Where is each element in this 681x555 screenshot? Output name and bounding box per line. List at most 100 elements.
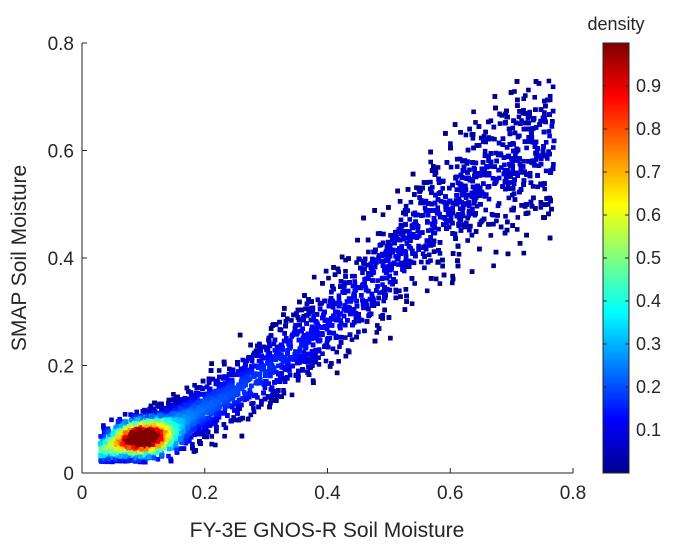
scatter-point <box>448 164 454 170</box>
scatter-point <box>527 109 532 115</box>
scatter-point <box>510 167 515 172</box>
scatter-point <box>284 336 289 341</box>
scatter-point <box>313 350 318 356</box>
scatter-point <box>216 368 222 373</box>
scatter-point <box>482 153 488 159</box>
scatter-point <box>533 139 539 145</box>
scatter-point <box>349 337 355 342</box>
scatter-point <box>336 313 341 319</box>
scatter-point <box>538 205 544 210</box>
scatter-point <box>413 251 418 256</box>
scatter-point <box>482 169 487 174</box>
scatter-point <box>407 217 412 222</box>
scatter-point <box>301 356 307 361</box>
scatter-point <box>450 205 455 211</box>
scatter-point <box>428 159 433 165</box>
scatter-point <box>222 433 227 439</box>
scatter-point <box>440 186 445 191</box>
scatter-point <box>482 148 488 154</box>
scatter-point <box>246 356 251 361</box>
scatter-point <box>551 162 556 167</box>
scatter-point <box>526 87 531 93</box>
scatter-point <box>502 162 507 168</box>
scatter-point <box>441 178 446 184</box>
scatter-point <box>465 215 470 221</box>
scatter-point <box>247 388 253 393</box>
scatter-point <box>499 165 504 170</box>
scatter-point <box>448 141 453 146</box>
scatter-point <box>337 344 342 349</box>
scatter-point <box>412 281 417 286</box>
scatter-point <box>420 200 426 206</box>
scatter-point <box>543 140 549 145</box>
scatter-point <box>313 354 318 360</box>
scatter-point <box>316 355 321 360</box>
scatter-point <box>330 283 335 289</box>
scatter-point <box>416 243 421 249</box>
scatter-point <box>316 362 322 367</box>
scatter-point <box>324 340 330 346</box>
scatter-point <box>259 402 264 407</box>
scatter-point <box>281 338 287 344</box>
scatter-point <box>482 194 487 199</box>
scatter-point <box>463 132 469 138</box>
scatter-point <box>326 275 331 281</box>
scatter-point <box>192 383 197 388</box>
scatter-point <box>405 208 411 213</box>
scatter-point <box>422 265 427 271</box>
scatter-point <box>490 212 496 218</box>
scatter-point <box>509 159 515 165</box>
scatter-point <box>488 164 494 169</box>
scatter-point <box>454 156 460 162</box>
scatter-point <box>241 389 247 395</box>
scatter-point <box>429 201 435 207</box>
scatter-point <box>471 109 476 115</box>
scatter-point <box>385 286 390 292</box>
scatter-point <box>334 317 339 323</box>
scatter-point <box>542 98 547 104</box>
scatter-point <box>420 251 426 256</box>
scatter-point <box>437 251 443 256</box>
scatter-point <box>202 419 207 424</box>
scatter-point <box>465 238 470 243</box>
scatter-point <box>216 406 222 412</box>
scatter-point <box>545 202 551 207</box>
scatter-point <box>251 409 257 415</box>
scatter-point <box>311 274 317 280</box>
scatter-point <box>336 269 341 275</box>
scatter-point <box>352 273 357 279</box>
scatter-point <box>342 283 347 288</box>
scatter-point <box>424 288 430 294</box>
scatter-point <box>456 252 462 257</box>
scatter-point <box>466 213 472 218</box>
scatter-point <box>422 205 428 211</box>
scatter-point <box>285 316 290 321</box>
scatter-point <box>450 273 455 279</box>
scatter-point <box>289 318 294 323</box>
scatter-point <box>545 156 550 161</box>
scatter-point <box>289 392 295 398</box>
scatter-point <box>223 425 229 431</box>
scatter-point <box>354 260 359 265</box>
scatter-point <box>343 257 348 263</box>
scatter-point <box>349 273 355 279</box>
scatter-point <box>251 406 256 411</box>
scatter-point <box>343 322 348 328</box>
scatter-point <box>334 349 339 355</box>
scatter-point <box>397 288 402 294</box>
scatter-point <box>360 270 365 276</box>
scatter-point <box>437 214 443 220</box>
scatter-point <box>470 136 476 141</box>
scatter-point <box>387 287 393 293</box>
scatter-point <box>542 186 547 192</box>
scatter-point <box>296 317 302 323</box>
scatter-point <box>280 359 286 364</box>
scatter-point <box>514 227 520 232</box>
scatter-point <box>336 297 342 303</box>
scatter-point <box>486 196 492 202</box>
scatter-point <box>338 318 343 323</box>
scatter-point <box>503 214 508 219</box>
scatter-point <box>276 345 281 350</box>
scatter-points <box>98 78 557 465</box>
scatter-point <box>447 206 453 212</box>
